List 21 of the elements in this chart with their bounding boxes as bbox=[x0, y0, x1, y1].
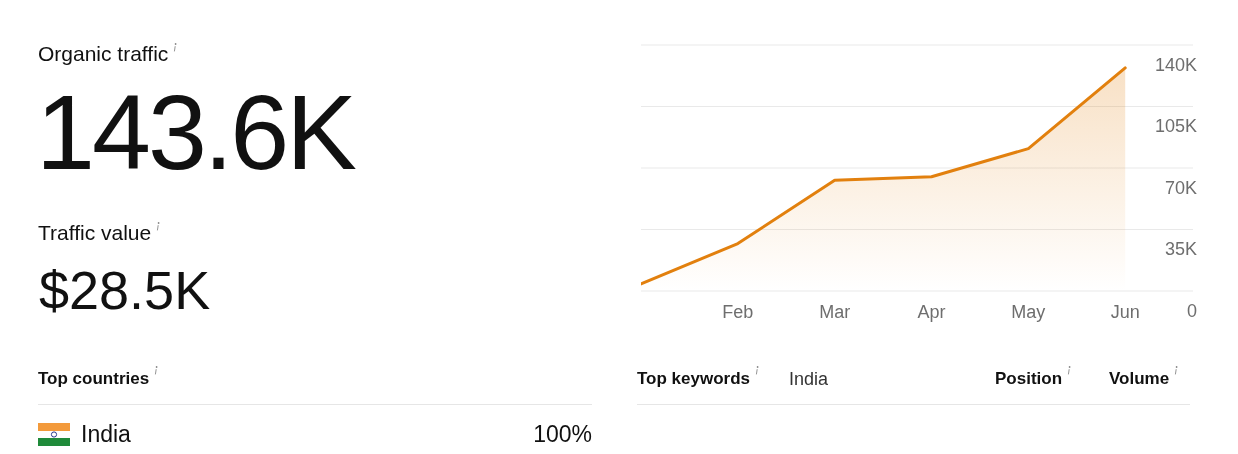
text: Organic traffic bbox=[38, 42, 169, 65]
text: $28.5K bbox=[39, 260, 211, 320]
text: 100% bbox=[533, 421, 592, 447]
y-tick-label: 35K bbox=[1164, 239, 1197, 260]
x-tick-label: Feb bbox=[722, 301, 754, 322]
y-tick-label: 105K bbox=[1154, 116, 1197, 137]
text: India bbox=[789, 369, 829, 389]
text: Top countries bbox=[38, 369, 150, 388]
text: 143.6K bbox=[36, 73, 354, 191]
x-tick-label: Jun bbox=[1110, 301, 1140, 322]
text: Top keywords bbox=[637, 369, 751, 388]
x-tick-label: Mar bbox=[819, 301, 851, 322]
x-tick-label: Apr bbox=[917, 301, 946, 322]
y-tick-label: 140K bbox=[1154, 54, 1197, 75]
text: Volume bbox=[1109, 369, 1170, 388]
text: Traffic value bbox=[38, 221, 152, 244]
text: Position bbox=[995, 369, 1063, 388]
text: India bbox=[81, 421, 131, 448]
x-tick-label: May bbox=[1011, 301, 1046, 322]
y-tick-label: 0 bbox=[1186, 300, 1197, 321]
y-tick-label: 70K bbox=[1164, 177, 1197, 198]
